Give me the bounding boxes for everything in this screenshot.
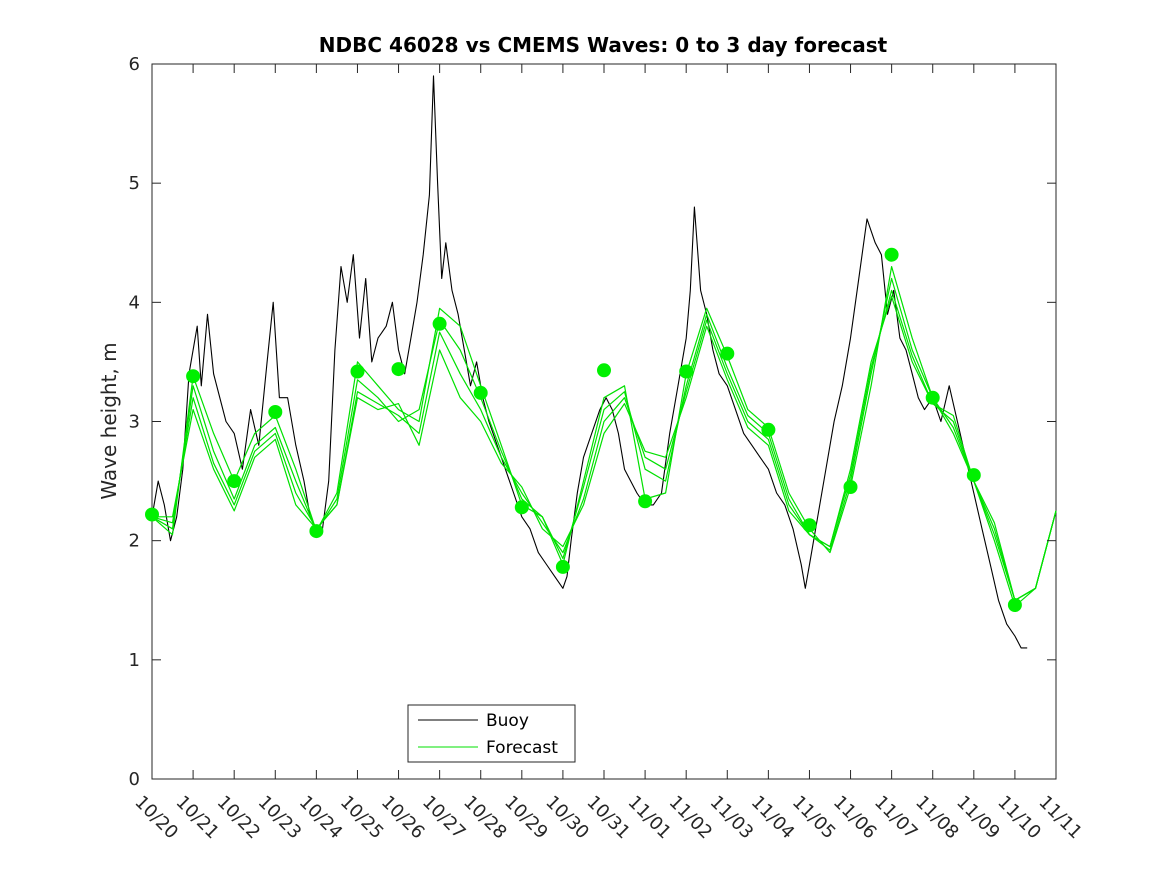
forecast-marker-point xyxy=(761,422,776,437)
series-layer xyxy=(151,75,1057,649)
forecast-marker-point xyxy=(884,247,899,262)
tick-layer xyxy=(151,63,1057,780)
legend: Buoy Forecast xyxy=(407,704,576,763)
forecast-marker-point xyxy=(1007,598,1022,612)
forecast-series-line-2 xyxy=(151,277,1057,601)
forecast-marker-point xyxy=(268,405,283,419)
y-tick-label: 0 xyxy=(129,769,140,790)
legend-buoy-label: Buoy xyxy=(486,711,529,731)
forecast-marker-point xyxy=(802,518,817,533)
forecast-marker-point xyxy=(720,346,735,361)
forecast-marker-point xyxy=(638,494,653,509)
chart-title: NDBC 46028 vs CMEMS Waves: 0 to 3 day fo… xyxy=(319,33,888,57)
marker-layer xyxy=(145,247,1022,612)
forecast-marker-point xyxy=(966,468,981,483)
forecast-marker-point xyxy=(925,390,940,405)
forecast-marker-point xyxy=(597,363,611,378)
forecast-marker-point xyxy=(227,474,242,489)
y-tick-label: 6 xyxy=(129,54,140,75)
forecast-marker-point xyxy=(145,507,159,522)
plot-area xyxy=(145,63,1057,780)
forecast-marker-point xyxy=(309,524,324,539)
forecast-marker-point xyxy=(350,364,365,379)
forecast-marker-point xyxy=(473,385,488,400)
legend-forecast-label: Forecast xyxy=(486,738,558,758)
forecast-marker-point xyxy=(679,364,694,379)
forecast-marker-point xyxy=(514,500,529,515)
forecast-series-line-4 xyxy=(152,295,1057,601)
y-tick-labels: 0 1 2 3 4 5 6 xyxy=(129,54,140,790)
forecast-series-line-1 xyxy=(151,266,1057,607)
forecast-marker-point xyxy=(555,559,570,574)
forecast-marker-point xyxy=(186,369,201,384)
y-tick-label: 2 xyxy=(129,531,140,552)
forecast-marker-point xyxy=(843,480,858,494)
y-axis-label: Wave height, m xyxy=(97,342,121,499)
buoy-series-line xyxy=(151,75,1028,649)
y-tick-label: 5 xyxy=(129,173,140,194)
forecast-series-line-3 xyxy=(151,289,1057,601)
forecast-marker-point xyxy=(391,362,406,377)
y-tick-label: 1 xyxy=(129,650,140,671)
legend-box xyxy=(407,704,576,763)
y-tick-label: 3 xyxy=(129,412,140,433)
forecast-marker-point xyxy=(432,316,447,331)
y-tick-label: 4 xyxy=(129,292,140,313)
